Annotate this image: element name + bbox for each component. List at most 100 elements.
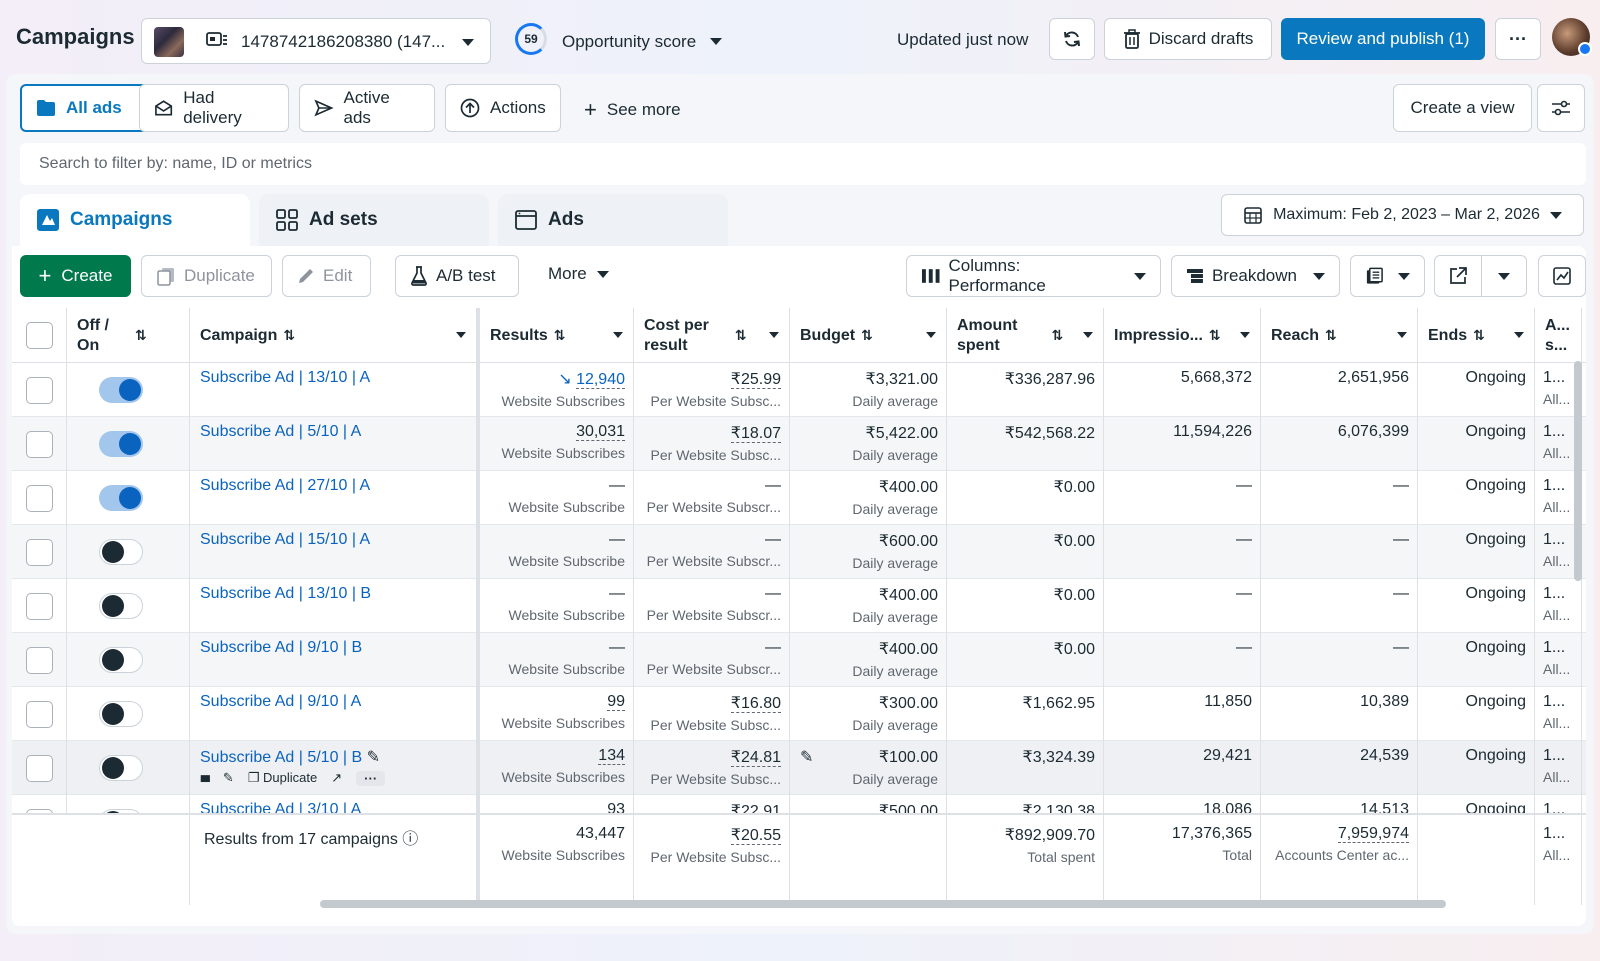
table-row[interactable]: Subscribe Ad | 5/10 | B ✎ ▮▮▮ ✎ ❐ Duplicate… [12, 741, 1586, 795]
view-settings-button[interactable] [1537, 84, 1585, 132]
delivery-toggle[interactable] [99, 701, 143, 727]
chevron-down-icon[interactable] [769, 332, 779, 338]
filter-active-ads[interactable]: Active ads [299, 84, 435, 132]
edit-button[interactable]: Edit [282, 255, 371, 297]
columns-dropdown[interactable]: Columns: Performance [906, 255, 1161, 297]
view-charts-icon[interactable]: ▮▮▮ [200, 772, 211, 783]
col-impressions[interactable]: Impressio... ⇅ [1104, 308, 1261, 363]
campaign-name-link[interactable]: Subscribe Ad | 27/10 | A [200, 477, 371, 494]
chevron-down-icon[interactable] [456, 332, 466, 338]
budget-value[interactable]: ₹400.00 [798, 585, 938, 605]
col-amount-spent[interactable]: Amount spent ⇅ [947, 308, 1104, 363]
delivery-toggle[interactable] [99, 593, 143, 619]
edit-icon[interactable]: ✎ [222, 770, 234, 785]
chevron-down-icon[interactable] [710, 38, 722, 45]
budget-value[interactable]: ₹300.00 [798, 693, 938, 713]
chevron-down-icon[interactable] [1397, 332, 1407, 338]
tab-ads[interactable]: Ads [498, 194, 728, 246]
budget-value[interactable]: ₹600.00 [798, 531, 938, 551]
search-input[interactable]: Search to filter by: name, ID or metrics [20, 143, 1586, 185]
create-button[interactable]: + Create [20, 255, 131, 297]
sort-icon[interactable]: ⇅ [1208, 327, 1221, 343]
chevron-down-icon[interactable] [1514, 332, 1524, 338]
reports-dropdown[interactable] [1350, 255, 1425, 297]
sort-icon[interactable]: ⇅ [1051, 327, 1064, 343]
tab-campaigns[interactable]: Campaigns [20, 194, 250, 246]
breakdown-dropdown[interactable]: Breakdown [1171, 255, 1340, 297]
opportunity-score-badge[interactable]: 59 [515, 23, 547, 55]
sort-icon[interactable]: ⇅ [1325, 327, 1337, 343]
table-row[interactable]: Subscribe Ad | 9/10 | B — Website Subscrib… [12, 633, 1586, 687]
col-extra[interactable]: B [1582, 308, 1586, 363]
col-reach[interactable]: Reach ⇅ [1261, 308, 1418, 363]
campaign-name-link[interactable]: Subscribe Ad | 15/10 | A [200, 531, 371, 548]
horizontal-scrollbar[interactable] [320, 900, 1446, 908]
trend-icon[interactable]: ↗ [331, 770, 343, 785]
budget-value[interactable]: ₹400.00 [798, 477, 938, 497]
review-and-publish-button[interactable]: Review and publish (1) [1281, 18, 1485, 60]
discard-drafts-button[interactable]: Discard drafts [1104, 18, 1272, 60]
sort-icon[interactable]: ⇅ [1473, 327, 1485, 343]
delivery-toggle[interactable] [99, 377, 143, 403]
table-row[interactable]: Subscribe Ad | 13/10 | A ↘ 12,940 Website … [12, 363, 1586, 417]
duplicate-action[interactable]: ❐ Duplicate [248, 770, 317, 786]
table-row[interactable]: Subscribe Ad | 13/10 | B — Website Subscri… [12, 579, 1586, 633]
export-options-dropdown[interactable] [1481, 255, 1527, 297]
select-all-checkbox[interactable] [26, 322, 53, 349]
sort-icon[interactable]: ⇅ [734, 327, 747, 343]
chevron-down-icon[interactable] [1240, 332, 1250, 338]
row-checkbox[interactable] [26, 755, 53, 782]
row-checkbox[interactable] [26, 539, 53, 566]
delivery-toggle[interactable] [99, 755, 143, 781]
table-row[interactable]: Subscribe Ad | 27/10 | A — Website Subscri… [12, 471, 1586, 525]
campaign-name-link[interactable]: Subscribe Ad | 9/10 | B [200, 639, 363, 656]
filter-had-delivery[interactable]: Had delivery [139, 84, 289, 132]
col-off-on[interactable]: Off / On ⇅ [67, 308, 190, 363]
vertical-scrollbar[interactable] [1574, 361, 1582, 581]
delivery-toggle[interactable] [99, 431, 143, 457]
table-row[interactable]: Subscribe Ad | 5/10 | A 30,031 Website Sub… [12, 417, 1586, 471]
campaign-name-link[interactable]: Subscribe Ad | 5/10 | A [200, 423, 362, 440]
date-range-picker[interactable]: Maximum: Feb 2, 2023 – Mar 2, 2026 [1221, 194, 1584, 236]
more-options-button[interactable]: ··· [1495, 18, 1541, 60]
sort-icon[interactable]: ⇅ [553, 327, 566, 343]
table-row[interactable]: Subscribe Ad | 15/10 | A — Website Subscri… [12, 525, 1586, 579]
more-actions-icon[interactable]: ··· [356, 770, 386, 786]
campaign-name-link[interactable]: Subscribe Ad | 5/10 | B [200, 749, 363, 766]
row-checkbox[interactable] [26, 647, 53, 674]
edit-budget-icon[interactable]: ✎ [800, 749, 814, 766]
chevron-down-icon[interactable] [1083, 332, 1093, 338]
col-ends[interactable]: Ends ⇅ [1418, 308, 1535, 363]
charts-button[interactable] [1538, 255, 1586, 297]
see-more-button[interactable]: + See more [584, 97, 681, 123]
refresh-button[interactable] [1049, 18, 1095, 60]
row-checkbox[interactable] [26, 701, 53, 728]
row-checkbox[interactable] [26, 431, 53, 458]
ab-test-button[interactable]: A/B test [395, 255, 519, 297]
sort-icon[interactable]: ⇅ [135, 327, 147, 343]
info-icon[interactable]: ⓘ [397, 831, 419, 848]
chevron-down-icon[interactable] [613, 332, 623, 338]
campaign-name-link[interactable]: Subscribe Ad | 13/10 | B [200, 585, 372, 602]
row-checkbox[interactable] [26, 485, 53, 512]
col-campaign[interactable]: Campaign ⇅ [190, 308, 477, 363]
col-budget[interactable]: Budget ⇅ [790, 308, 947, 363]
row-checkbox[interactable] [26, 593, 53, 620]
tab-ad-sets[interactable]: Ad sets [259, 194, 489, 246]
chevron-down-icon[interactable] [926, 332, 936, 338]
delivery-toggle[interactable] [99, 485, 143, 511]
rename-pencil-icon[interactable]: ✎ [362, 749, 381, 766]
row-checkbox[interactable] [26, 377, 53, 404]
filter-all-ads[interactable]: All ads [20, 84, 148, 132]
campaign-name-link[interactable]: Subscribe Ad | 13/10 | A [200, 369, 371, 386]
col-results[interactable]: Results ⇅ [477, 308, 634, 363]
opportunity-score-label[interactable]: Opportunity score [562, 32, 697, 51]
col-attribution[interactable]: A... s... [1535, 308, 1582, 363]
sort-icon[interactable]: ⇅ [283, 327, 296, 343]
table-row[interactable]: Subscribe Ad | 9/10 | A 99 Website Subscri… [12, 687, 1586, 741]
filter-actions[interactable]: Actions [445, 84, 561, 132]
budget-value[interactable]: ✎ ₹100.00 [798, 747, 938, 767]
sort-icon[interactable]: ⇅ [861, 327, 873, 343]
delivery-toggle[interactable] [99, 539, 143, 565]
export-button[interactable] [1434, 255, 1482, 297]
